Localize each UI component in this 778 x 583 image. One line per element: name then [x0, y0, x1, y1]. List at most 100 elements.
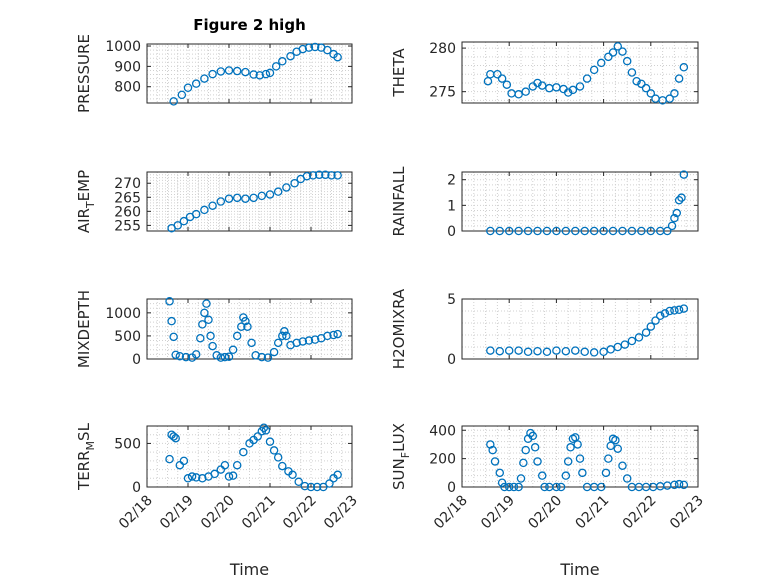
data-point [641, 83, 651, 93]
data-point [651, 316, 660, 325]
data-point [183, 83, 193, 92]
data-point [608, 48, 618, 57]
y-axis-label: PRESSURE [75, 34, 93, 113]
data-point [670, 89, 679, 98]
y-tick-label: 500 [114, 436, 141, 452]
data-point [216, 465, 226, 474]
data-point [495, 346, 505, 356]
data-point [674, 74, 684, 83]
y-tick-label: 0 [132, 480, 141, 496]
data-point [556, 482, 566, 492]
y-axis-label: TERRMSL [75, 422, 97, 491]
data-point [495, 226, 505, 236]
data-point [660, 309, 670, 318]
data-point [224, 66, 234, 75]
x-tick-label: 02/22 [280, 493, 320, 533]
data-point [677, 193, 686, 202]
x-axis-label: Time [229, 560, 269, 579]
data-point [302, 171, 312, 181]
data-point [542, 347, 552, 357]
data-point [533, 78, 542, 88]
data-point [200, 308, 209, 318]
data-point [181, 352, 191, 362]
data-point [196, 333, 205, 343]
data-point [265, 437, 275, 446]
data-point [596, 482, 606, 492]
data-point [224, 352, 234, 361]
data-point [202, 299, 211, 308]
data-point [618, 47, 627, 56]
x-tick-label: 02/19 [478, 493, 518, 533]
data-point [552, 226, 561, 236]
data-point [674, 479, 684, 489]
y-axis-label: MIXDEPTH [75, 290, 93, 368]
y-tick-label: 0 [447, 480, 456, 496]
data-point [533, 226, 542, 236]
data-point [533, 346, 542, 356]
y-tick-label: 280 [429, 41, 456, 57]
data-point [179, 456, 189, 466]
data-point [545, 83, 554, 93]
data-point [282, 183, 291, 192]
data-point [169, 97, 178, 106]
data-point [561, 346, 571, 356]
x-tick-label: 02/20 [525, 493, 565, 533]
data-point [208, 201, 217, 210]
data-point [493, 69, 502, 79]
data-point [191, 79, 201, 88]
data-point [582, 74, 592, 83]
data-point [552, 482, 561, 492]
data-point [663, 226, 672, 236]
y-tick-label: 1000 [105, 39, 141, 55]
data-point [667, 221, 677, 231]
data-point [672, 208, 682, 218]
data-point [509, 482, 519, 492]
y-tick-label: 270 [114, 176, 141, 192]
data-point [514, 482, 523, 492]
y-axis-label: SUNFLUX [390, 423, 412, 490]
data-point [563, 88, 573, 97]
data-point [208, 341, 217, 351]
data-point [519, 458, 528, 468]
x-tick-label: 02/18 [116, 493, 156, 533]
data-point [216, 67, 226, 76]
x-tick-label: 02/23 [321, 493, 361, 533]
data-point [171, 433, 180, 443]
data-point [670, 480, 679, 490]
data-point [294, 477, 303, 487]
data-point [200, 205, 209, 215]
data-point [580, 347, 589, 357]
data-point [224, 194, 234, 203]
data-point [241, 67, 250, 77]
x-tick-label: 02/23 [667, 493, 707, 533]
data-point [165, 454, 174, 464]
data-point [637, 226, 646, 236]
data-point [627, 336, 637, 346]
data-point [183, 474, 193, 483]
data-point [490, 457, 500, 466]
data-point [198, 320, 207, 329]
data-point [241, 316, 250, 326]
y-tick-label: 260 [114, 204, 141, 220]
axes-frame [146, 43, 353, 104]
data-point [563, 457, 573, 466]
data-point [663, 481, 672, 490]
data-point [497, 74, 507, 83]
data-point [169, 332, 178, 342]
data-point [191, 473, 201, 482]
y-tick-label: 1 [447, 198, 456, 214]
data-point [514, 346, 523, 355]
data-point [333, 470, 342, 480]
data-point [611, 435, 620, 445]
panel-h2omixra: 0 5 H2OMIXRA [390, 288, 699, 369]
x-tick-label: 02/21 [573, 493, 613, 533]
y-tick-label: 255 [114, 218, 141, 234]
data-point [504, 226, 514, 236]
axes-frame [146, 298, 353, 360]
data-point [323, 331, 332, 341]
data-point [516, 474, 526, 483]
data-point [228, 471, 238, 480]
data-point [500, 482, 509, 492]
data-point [674, 195, 684, 205]
